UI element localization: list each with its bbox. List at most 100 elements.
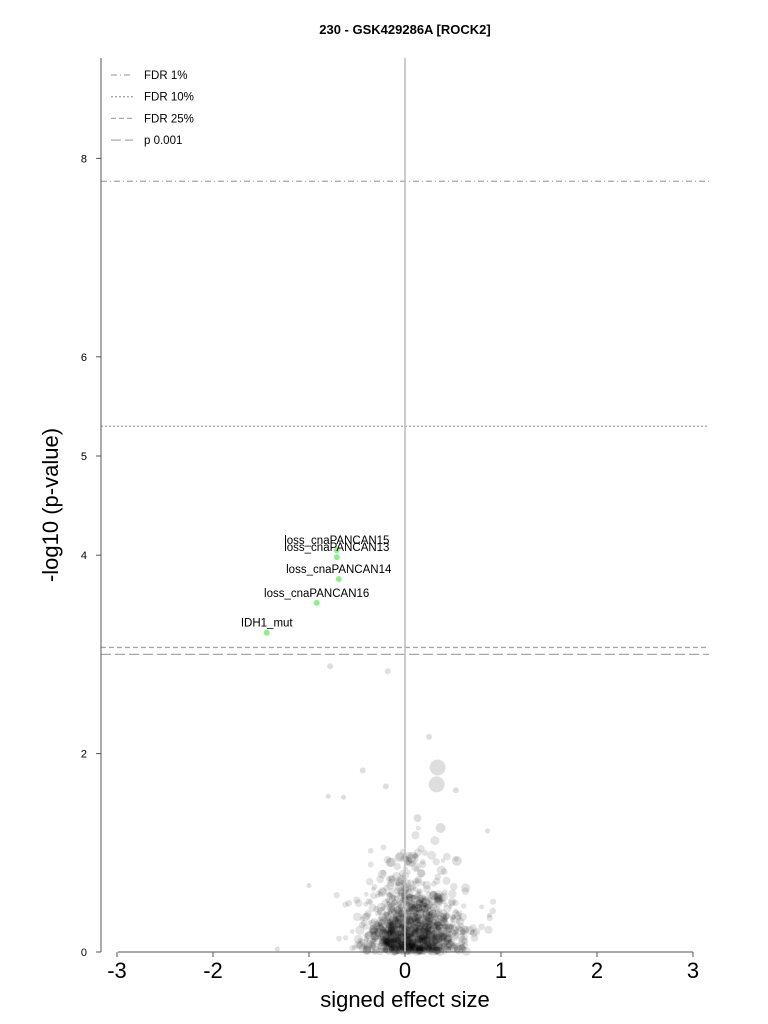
data-point <box>414 927 420 933</box>
data-point <box>432 934 443 944</box>
data-point <box>418 937 426 945</box>
data-point <box>445 945 452 952</box>
data-point <box>453 943 463 952</box>
data-point <box>399 945 405 951</box>
data-point <box>391 899 398 906</box>
data-point <box>414 928 420 935</box>
data-point <box>412 941 419 948</box>
data-point <box>420 936 429 945</box>
data-point <box>417 869 426 878</box>
data-point <box>374 936 384 946</box>
data-point <box>396 943 403 950</box>
data-point <box>452 934 459 941</box>
data-point <box>395 851 405 861</box>
data-point <box>390 938 400 947</box>
data-point <box>423 931 430 938</box>
data-point <box>431 946 441 956</box>
data-point <box>406 913 414 921</box>
data-point <box>418 921 425 928</box>
data-point <box>433 921 439 927</box>
data-point <box>428 909 438 919</box>
data-point <box>390 944 399 953</box>
data-point <box>412 938 422 947</box>
data-point <box>450 914 456 920</box>
data-point <box>410 894 416 900</box>
data-point <box>405 948 411 954</box>
data-point <box>378 913 387 922</box>
data-point <box>393 915 400 922</box>
data-point <box>403 921 413 930</box>
data-point <box>404 851 413 861</box>
data-point <box>437 945 443 951</box>
data-point <box>440 868 448 875</box>
data-point <box>427 944 435 953</box>
data-point <box>421 916 431 925</box>
point-label: loss_cnaPANCAN15 <box>284 535 389 547</box>
data-point <box>413 918 420 925</box>
data-point <box>415 921 425 931</box>
data-point <box>396 914 405 923</box>
data-point <box>395 904 403 913</box>
data-point <box>442 923 453 934</box>
data-point <box>401 925 411 935</box>
data-point <box>425 917 433 926</box>
data-point <box>356 941 366 950</box>
data-point <box>404 924 411 931</box>
data-point <box>415 927 423 935</box>
data-point <box>386 891 392 897</box>
data-point <box>394 936 402 945</box>
data-point <box>417 942 424 949</box>
data-point <box>458 939 465 947</box>
data-point <box>415 930 425 939</box>
data-point <box>461 946 471 957</box>
data-point <box>448 889 457 898</box>
data-point <box>403 944 413 953</box>
data-point <box>377 944 386 953</box>
data-point <box>385 943 395 953</box>
data-point <box>433 933 443 943</box>
data-point <box>388 941 396 949</box>
data-point <box>381 928 388 936</box>
data-point <box>376 890 382 895</box>
data-point <box>420 913 426 919</box>
data-point <box>407 932 414 939</box>
data-point <box>442 927 452 938</box>
data-point <box>441 938 446 944</box>
data-point <box>385 875 392 882</box>
data-point <box>400 938 408 946</box>
data-point <box>418 908 426 916</box>
data-point <box>414 935 421 942</box>
data-point <box>436 893 446 903</box>
data-point <box>440 933 446 939</box>
data-point <box>397 944 403 950</box>
data-point <box>405 939 414 948</box>
data-point <box>384 936 394 946</box>
data-point <box>461 933 469 941</box>
data-point <box>396 918 402 924</box>
data-point <box>420 897 428 905</box>
data-point <box>397 945 403 951</box>
data-point <box>394 879 403 887</box>
data-point <box>409 932 415 938</box>
data-point <box>386 930 392 936</box>
data-point <box>360 920 367 927</box>
data-point <box>458 922 464 929</box>
data-point <box>354 940 364 950</box>
data-point <box>415 909 425 919</box>
data-point <box>440 915 448 923</box>
data-point <box>432 919 438 925</box>
data-point <box>411 916 418 923</box>
data-point <box>386 918 393 925</box>
data-point <box>414 892 421 899</box>
data-point <box>413 903 422 913</box>
data-point <box>432 858 440 866</box>
data-point <box>426 908 434 916</box>
data-point <box>378 923 385 930</box>
data-point <box>452 787 459 794</box>
data-point <box>378 918 387 928</box>
data-point <box>465 925 475 935</box>
data-point <box>406 851 419 864</box>
data-point <box>404 906 413 915</box>
data-point <box>359 767 366 774</box>
